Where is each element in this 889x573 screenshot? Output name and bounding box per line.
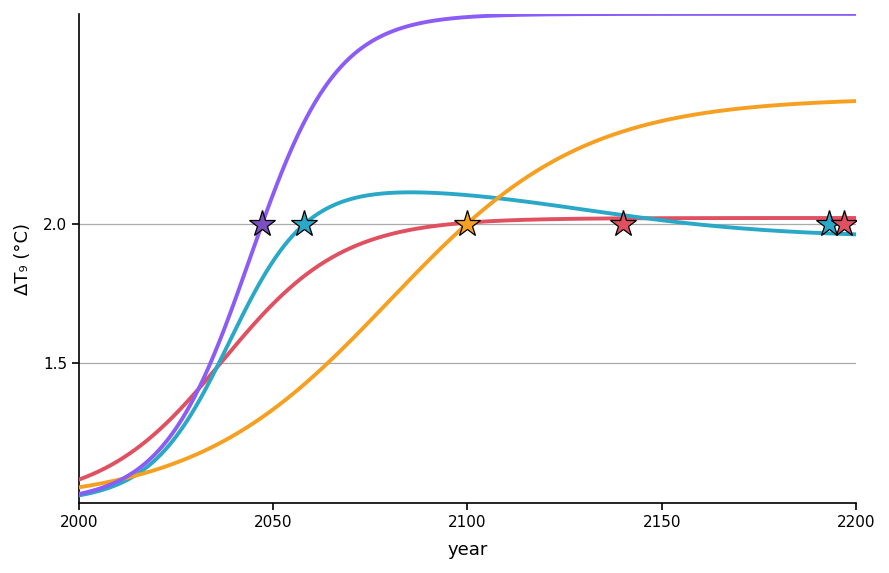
Y-axis label: ΔT₉ (°C): ΔT₉ (°C) [14, 222, 32, 295]
X-axis label: year: year [447, 541, 487, 559]
